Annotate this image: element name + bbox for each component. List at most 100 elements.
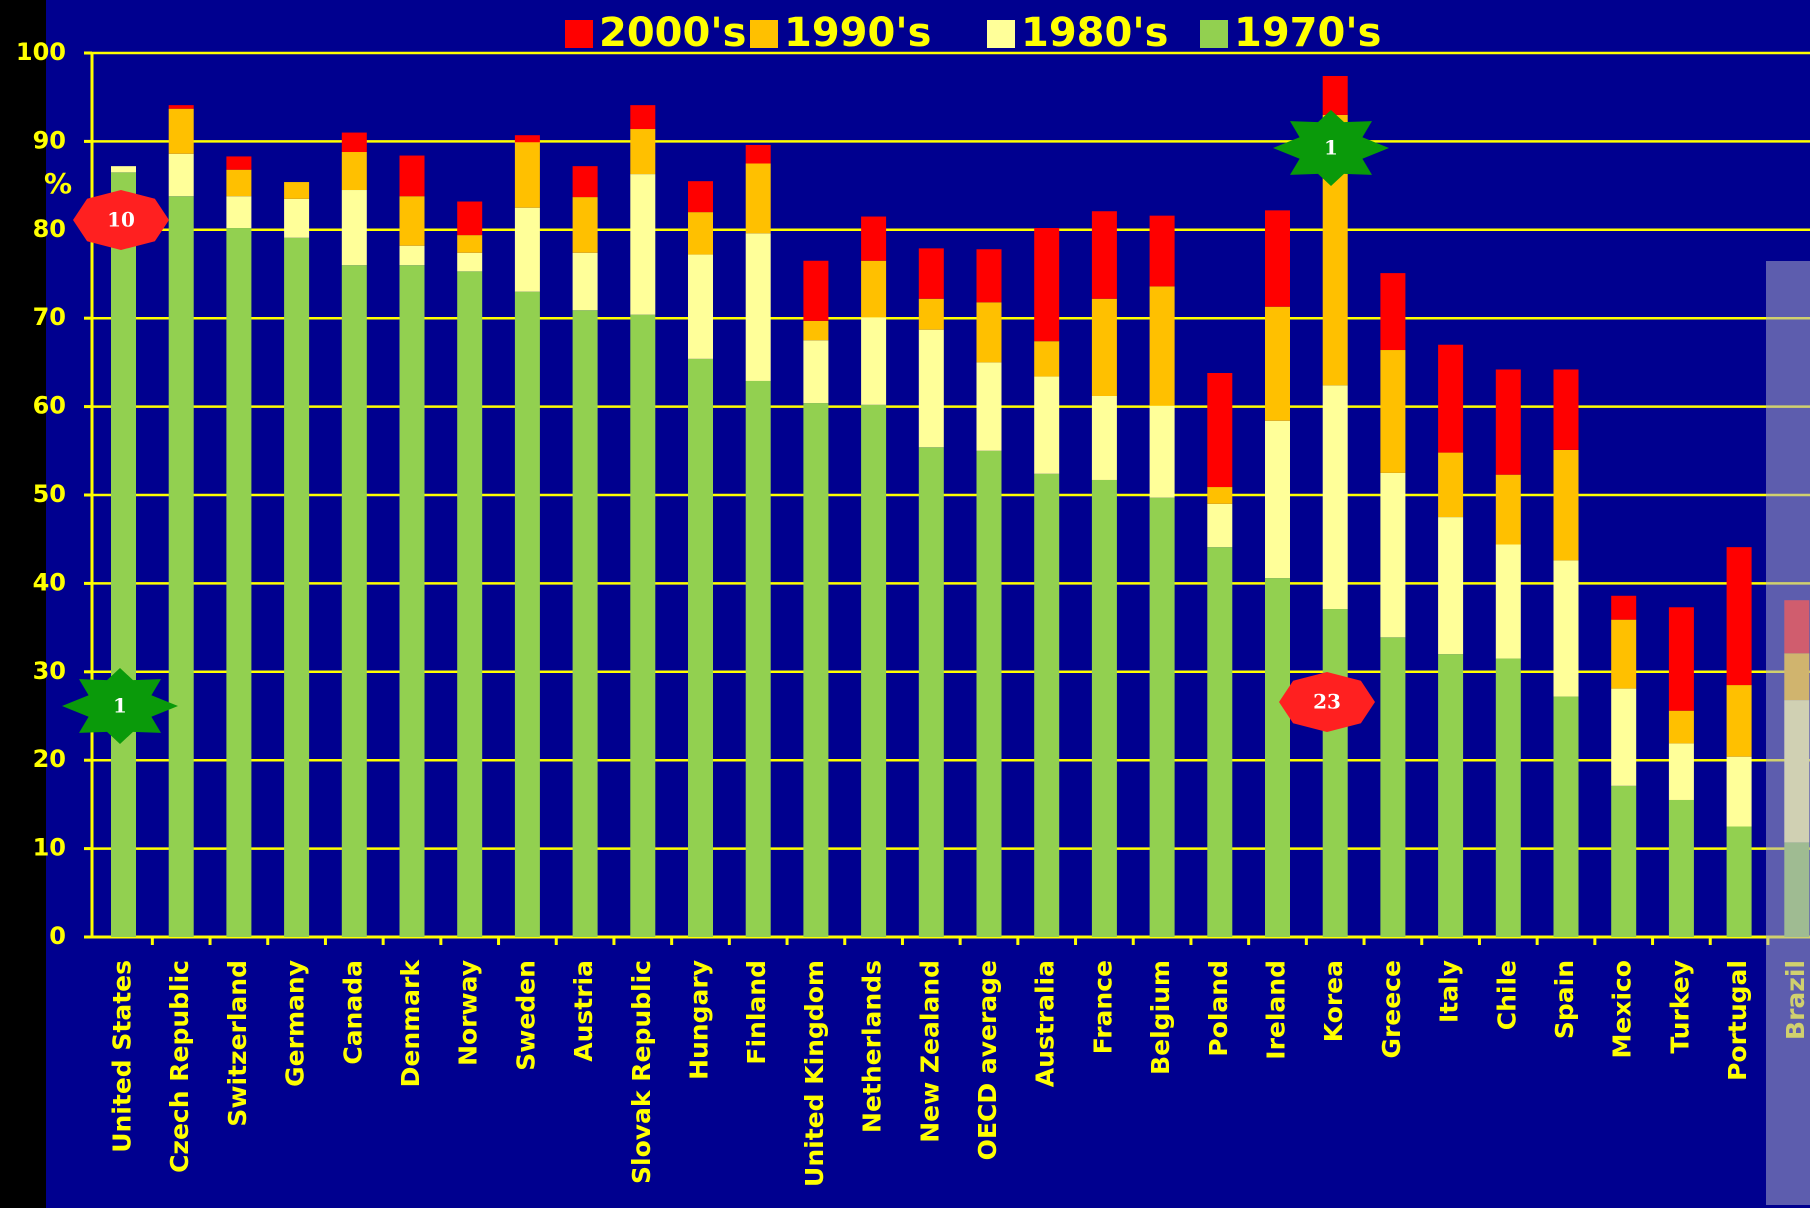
bar-segment [630, 129, 656, 175]
bar-segment [1265, 578, 1290, 937]
bar-segment [1265, 306, 1290, 421]
x-tick-label: United Kingdom [800, 960, 829, 1187]
legend-swatch [1200, 20, 1228, 48]
bar-segment [1611, 619, 1637, 689]
bar-segment [514, 142, 540, 208]
y-tick-label: 20 [33, 745, 66, 773]
bar-segment [1726, 756, 1752, 827]
bar-segment [861, 260, 887, 318]
bar-segment [1611, 688, 1637, 786]
bar-segment [572, 197, 598, 253]
bar-segment [630, 105, 656, 130]
bar-segment [745, 380, 771, 937]
bar-segment [803, 403, 829, 938]
bar-segment [1495, 369, 1521, 475]
bar-segment [688, 212, 713, 255]
bar-segment [918, 248, 944, 299]
bar-segment [688, 181, 713, 213]
bar-segment [1149, 405, 1175, 498]
x-tick-label: Hungary [685, 960, 714, 1080]
bar-segment [1149, 286, 1175, 406]
bar-segment [1265, 420, 1290, 579]
y-tick-label: 50 [33, 480, 66, 508]
bar-segment [111, 166, 136, 173]
bar-segment [1149, 215, 1175, 287]
bar-segment [1034, 376, 1060, 474]
y-tick-label: 30 [33, 657, 66, 685]
bar-segment [457, 271, 483, 937]
bar-segment [284, 182, 310, 199]
bar-segment [918, 329, 944, 448]
x-tick-label: France [1088, 960, 1117, 1054]
bar-segment [1438, 654, 1464, 937]
bar-segment [1207, 373, 1233, 488]
x-tick-label: Turkey [1665, 960, 1694, 1054]
bar-segment [1091, 479, 1117, 937]
bar-segment [1553, 560, 1579, 697]
x-tick-label: New Zealand [915, 960, 944, 1143]
bar-segment [1091, 211, 1117, 299]
x-tick-label: Australia [1031, 960, 1060, 1087]
x-tick-label: Finland [742, 960, 771, 1065]
y-tick-label: 10 [33, 834, 66, 862]
bar-segment [1380, 350, 1406, 473]
x-tick-label: Spain [1550, 960, 1579, 1039]
bar-segment [168, 108, 194, 154]
bar-segment [1668, 710, 1694, 744]
bar-segment [1265, 210, 1290, 307]
bar-segment [1553, 369, 1579, 450]
bar-segment [168, 196, 194, 937]
x-tick-label: Canada [338, 960, 367, 1065]
bar-segment [284, 237, 310, 938]
bar-segment [861, 404, 887, 937]
bar-segment [1091, 298, 1117, 396]
bar-segment [1668, 743, 1694, 800]
bar-segment [341, 190, 367, 266]
bar-segment [688, 358, 713, 937]
bar-segment [1322, 609, 1348, 937]
bar-segment [168, 153, 194, 197]
bar-segment [1495, 474, 1521, 545]
badge [1273, 110, 1389, 186]
x-tick-label: Switzerland [223, 960, 252, 1127]
bar-segment [514, 291, 540, 937]
legend-swatch [987, 20, 1015, 48]
bar-segment [457, 252, 483, 272]
bar-segment [861, 216, 887, 261]
bar-segment [1207, 503, 1233, 548]
bar-segment [1438, 517, 1464, 655]
x-tick-label: Greece [1377, 960, 1406, 1059]
x-tick-label: Italy [1435, 960, 1464, 1023]
bar-segment [399, 196, 425, 246]
bar-segment [457, 201, 483, 236]
bar-segment [745, 163, 771, 234]
legend-label: 1970's [1234, 10, 1381, 56]
bar-segment [111, 172, 136, 938]
bar-segment [976, 362, 1002, 451]
bar-segment [284, 198, 310, 238]
bar-segment [1322, 385, 1348, 610]
x-tick-label: Portugal [1723, 960, 1752, 1081]
legend-swatch [565, 20, 593, 48]
bar-segment [1495, 658, 1521, 937]
x-tick-label: Netherlands [858, 960, 887, 1133]
y-tick-label: 100 [16, 38, 66, 66]
y-tick-label: 60 [33, 392, 66, 420]
badge-label: 1 [113, 694, 127, 718]
bar-segment [226, 169, 252, 197]
badge-label: 10 [107, 208, 135, 232]
bar-segment [168, 105, 194, 109]
bar-segment [226, 156, 252, 170]
bar-segment [1091, 395, 1117, 480]
bar-segment [399, 265, 425, 937]
x-tick-label: Germany [281, 960, 310, 1087]
badge [1279, 672, 1375, 732]
bar-segment [1380, 273, 1406, 351]
bar-segment [1726, 547, 1752, 686]
bar-segment [1207, 487, 1233, 504]
bar-segment [399, 155, 425, 197]
bar-segment [514, 207, 540, 292]
bar-segment [457, 235, 483, 253]
x-tick-label: Austria [569, 960, 598, 1062]
